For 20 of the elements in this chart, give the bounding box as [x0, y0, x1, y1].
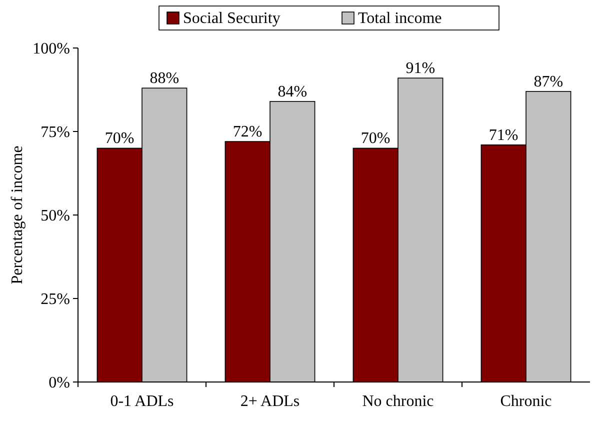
data-label: 71% [488, 126, 518, 144]
data-label: 72% [232, 124, 262, 141]
data-label: 88% [150, 70, 180, 88]
legend-label: Total income [358, 10, 442, 27]
x-tick-label: 2+ ADLs [240, 393, 300, 410]
y-axis-title: Percentage of income [9, 146, 26, 284]
y-tick-label: 75% [40, 124, 70, 142]
x-tick-label: No chronic [362, 393, 434, 410]
data-label: 87% [534, 73, 564, 90]
data-label: 70% [104, 130, 134, 148]
data-label: 84% [278, 83, 308, 100]
legend-label: Social Security [183, 10, 280, 27]
x-tick-label: 0-1 ADLs [110, 393, 174, 410]
data-label: 91% [406, 60, 436, 78]
data-label: 70% [360, 130, 390, 148]
y-tick-label: 50% [40, 208, 70, 225]
y-tick-label: 100% [32, 40, 70, 58]
y-tick-label: 25% [40, 291, 70, 308]
x-tick-label: Chronic [500, 393, 552, 410]
y-tick-label: 0% [48, 374, 70, 392]
